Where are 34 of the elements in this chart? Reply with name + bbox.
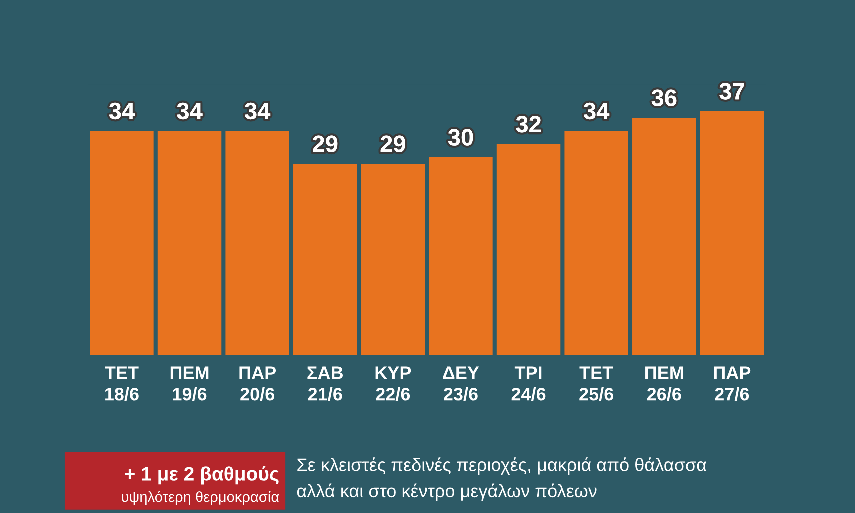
x-tick-label: ΠΕΜ 26/6 bbox=[646, 366, 684, 401]
text: Σε κλειστές πεδινές περιοχές, μακριά από θάλασσα bbox=[298, 458, 706, 475]
bar bbox=[294, 164, 358, 355]
data-label: 30 bbox=[448, 129, 474, 146]
bar bbox=[90, 131, 154, 355]
x-tick-label: ΔΕΥ 23/6 bbox=[443, 366, 480, 401]
bar bbox=[496, 144, 561, 355]
x-tick-label: ΠΕΜ 19/6 bbox=[170, 366, 209, 401]
x-tick-label: ΤΕΤ 18/6 bbox=[105, 366, 139, 401]
data-label: 34 bbox=[584, 102, 610, 120]
text: υψηλότερη θερμοκρασία bbox=[122, 491, 280, 506]
x-tick-label: ΠΑΡ 27/6 bbox=[714, 366, 751, 401]
x-tick-label: ΣΑΒ 21/6 bbox=[308, 366, 344, 401]
bar bbox=[564, 131, 628, 355]
data-label: 36 bbox=[652, 90, 677, 106]
bar bbox=[700, 111, 764, 355]
bar bbox=[158, 131, 222, 355]
text: αλλά και στο κέντρο μεγάλων πόλεων bbox=[297, 484, 597, 502]
data-label: 37 bbox=[720, 83, 744, 100]
data-label: 29 bbox=[380, 136, 406, 152]
data-label: 34 bbox=[244, 102, 271, 120]
x-tick-label: ΠΑΡ 20/6 bbox=[240, 366, 276, 401]
data-label: 32 bbox=[516, 116, 541, 133]
data-label: 34 bbox=[177, 102, 203, 120]
bar bbox=[226, 131, 290, 355]
data-label: 29 bbox=[313, 136, 338, 152]
x-tick-label: ΤΕΤ 25/6 bbox=[580, 366, 614, 401]
bar bbox=[429, 158, 493, 355]
x-tick-label: ΤΡΙ 24/6 bbox=[512, 366, 546, 401]
bar bbox=[361, 164, 426, 355]
x-tick-label: ΚΥΡ 22/6 bbox=[376, 366, 412, 401]
text: + 1 με 2 βαθμούς bbox=[125, 466, 279, 485]
data-label: 34 bbox=[109, 102, 135, 120]
bar bbox=[632, 118, 696, 355]
